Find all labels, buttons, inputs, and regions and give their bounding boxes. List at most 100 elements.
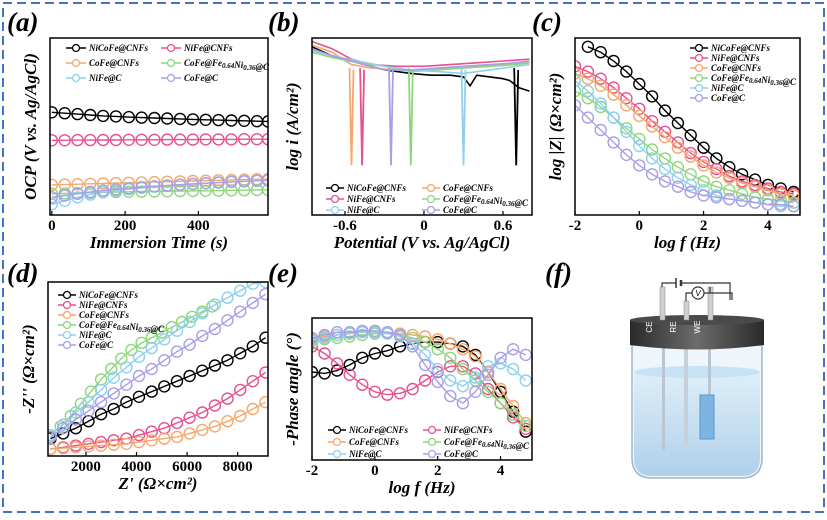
- legend-label: CoFe@Fe0.64Ni0.36@C: [79, 320, 165, 334]
- legend-swatch-marker: [166, 58, 176, 68]
- x-axis-label: Potential (V vs. Ag/AgCl): [333, 233, 511, 252]
- y-axis-label: log |Z| (Ω×cm²): [546, 73, 565, 181]
- series-line-nicofe-cnfs: [51, 111, 268, 123]
- electrolyte-surface: [634, 366, 760, 378]
- legend-swatch-marker: [694, 53, 704, 63]
- voltmeter-icon: [691, 286, 705, 300]
- point-cofe-cnfs-13: [469, 350, 482, 363]
- point-nife-cnfs-2: [594, 72, 607, 85]
- legend-label: NiCoFe@CNFs: [346, 183, 406, 193]
- point-nicofe-cnfs-1: [594, 46, 607, 59]
- legend-e: NiCoFe@CNFs NiFe@CNFs CoFe@CNFs CoFe@Fe0.64…: [328, 425, 530, 459]
- point-cofe-c-9: [418, 358, 432, 372]
- reference-electrode: [684, 345, 688, 445]
- point-cofe-cnfs-10: [697, 159, 710, 172]
- point-nicofe-cnfs-7: [135, 111, 148, 124]
- point-nicofe-cnfs-4: [633, 77, 646, 91]
- point-nicofe-cnfs-5: [107, 402, 120, 416]
- point-cofe-cnfs-14: [221, 415, 234, 428]
- legend-swatch-marker: [62, 330, 72, 340]
- point-nicofe-cnfs-3: [84, 108, 97, 122]
- re-lead: [683, 300, 690, 321]
- point-cofe-c-11: [444, 389, 457, 403]
- point-nicofe-cnfs-6: [658, 104, 672, 117]
- x-axis-label: log f (Hz): [388, 478, 455, 497]
- point-nicofe-cnfs-2: [71, 107, 84, 121]
- x-tick-label: -0.6: [333, 218, 357, 234]
- point-nicofe-cnfs-9: [158, 380, 171, 393]
- point-cofe-c-7: [393, 328, 407, 342]
- point-cofe-c-14: [225, 175, 238, 189]
- legend-swatch-marker: [62, 290, 72, 300]
- point-nicofe-cnfs-0: [312, 365, 319, 379]
- series-group-d: [48, 282, 268, 456]
- point-nife-c-5: [633, 139, 646, 153]
- axes-frame-a: [49, 37, 269, 216]
- point-nife-cnfs-9: [160, 133, 174, 146]
- point-nife-cnfs-5: [109, 133, 123, 147]
- chart-panel-d: 2000 4000 6000 8000 Z' (Ω×cm²) -Z'' (Ω×cm²) Ni…: [19, 281, 269, 493]
- series-line-cofe-cnfs: [51, 178, 268, 186]
- battery-symbol: [675, 278, 683, 288]
- point-cofe-cnfs-8: [671, 141, 685, 154]
- point-nicofe-cnfs-7: [671, 116, 685, 130]
- point-nife-c-0: [575, 74, 582, 87]
- point-cofe-cnfs-6: [645, 120, 659, 133]
- point-cofe-c-10: [697, 189, 710, 202]
- x-tick-label: 2: [700, 218, 708, 234]
- point-nife-c-12: [196, 307, 209, 320]
- point-nife-c-10: [431, 362, 444, 376]
- point-cofe-fe0-64ni0-36-c-10: [431, 343, 444, 356]
- point-cofe-cnfs-10: [173, 175, 187, 188]
- point-nife-cnfs-3: [343, 368, 356, 381]
- series-line-cofe-cnfs: [312, 331, 527, 424]
- chart-panel-c: -2 0 2 4 log f (Hz) log |Z| (Ω×cm²) NiCoFe@CNF…: [546, 37, 801, 252]
- series-line-cofe-c: [312, 330, 526, 405]
- point-nicofe-cnfs-14: [221, 354, 234, 367]
- legend-label: CoFe@CNFs: [349, 437, 399, 447]
- point-cofe-c-4: [96, 184, 110, 197]
- panel-label-b: (b): [268, 7, 299, 37]
- point-nicofe-cnfs-0: [581, 40, 595, 53]
- figure-frame: [2, 2, 825, 513]
- x-tick-label: -2: [569, 218, 582, 234]
- point-cofe-cnfs-9: [684, 150, 697, 163]
- series-line-cofe-c: [575, 104, 794, 207]
- point-cofe-c-12: [196, 329, 209, 343]
- point-cofe-cnfs-1: [57, 442, 70, 455]
- legend-swatch-marker: [330, 183, 340, 193]
- point-cofe-fe0-64ni0-36-c-17: [787, 196, 800, 209]
- legend-label: NiFe@CNFs: [443, 425, 493, 435]
- point-cofe-c-9: [684, 185, 697, 199]
- point-nicofe-cnfs-3: [343, 358, 356, 372]
- point-cofe-c-5: [368, 324, 382, 337]
- point-cofe-cnfs-11: [183, 427, 196, 440]
- legend-label: NiCoFe@CNFs: [78, 290, 138, 300]
- point-cofe-c-12: [199, 177, 212, 190]
- x-tick-label: 0: [636, 218, 644, 234]
- ce-lead: [659, 286, 666, 321]
- legend-a: NiCoFe@CNFs NiFe@CNFs CoFe@CNFs CoFe@Fe0.64…: [66, 43, 270, 83]
- point-cofe-fe0-64ni0-36-c-4: [620, 122, 633, 135]
- legend-swatch-marker: [694, 63, 704, 73]
- point-nife-cnfs-17: [259, 366, 268, 379]
- axes-frame-d: [47, 281, 269, 457]
- point-nife-cnfs-2: [330, 357, 344, 370]
- legend-swatch-marker: [694, 93, 704, 103]
- point-cofe-c-3: [84, 185, 97, 199]
- point-nife-c-16: [506, 362, 520, 376]
- point-cofe-cnfs-0: [575, 67, 582, 80]
- point-nife-c-9: [158, 333, 171, 346]
- point-cofe-cnfs-8: [148, 175, 161, 189]
- legend-label: CoFe@CNFs: [711, 63, 761, 73]
- point-cofe-c-6: [381, 326, 394, 339]
- point-cofe-c-13: [208, 322, 222, 336]
- point-nife-c-3: [82, 395, 95, 409]
- point-cofe-c-8: [406, 340, 419, 353]
- series-line-nife-c: [312, 49, 530, 75]
- point-nife-cnfs-5: [633, 102, 646, 116]
- point-cofe-c-6: [120, 378, 133, 391]
- working-electrode-rod: [708, 345, 711, 400]
- series-line-nife-cnfs: [50, 371, 266, 450]
